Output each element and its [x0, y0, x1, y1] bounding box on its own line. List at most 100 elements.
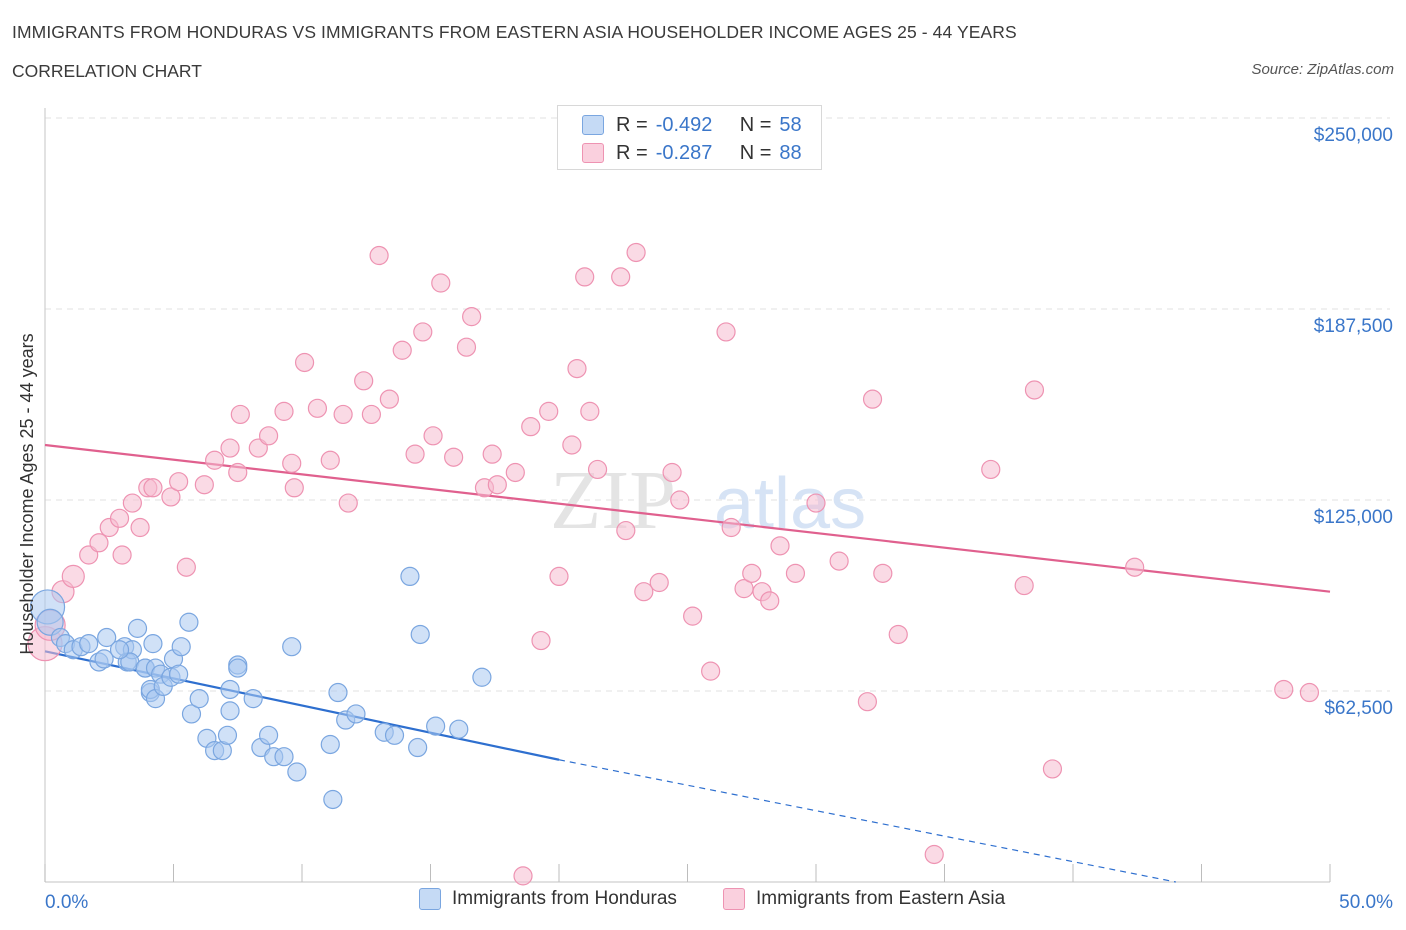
- eastern-asia-point: [562, 435, 582, 455]
- correlation-legend: R = -0.492 N = 58 R = -0.287 N = 88: [557, 105, 822, 170]
- eastern-asia-point: [431, 273, 451, 293]
- eastern-asia-point: [1024, 380, 1045, 400]
- eastern-asia-point: [1299, 682, 1320, 703]
- eastern-asia-point: [549, 566, 569, 587]
- eastern-asia-point: [716, 322, 736, 342]
- gridlines: [45, 117, 1390, 692]
- y-tick-label: $187,500: [1314, 316, 1393, 337]
- honduras-point: [94, 649, 114, 669]
- eastern-asia-point: [320, 450, 340, 470]
- eastern-asia-point: [284, 478, 304, 498]
- legend-row-honduras: R = -0.492 N = 58: [582, 113, 802, 137]
- honduras-point: [97, 627, 117, 648]
- honduras-point: [228, 658, 248, 678]
- eastern-asia-point: [760, 591, 780, 611]
- eastern-asia-point: [112, 545, 132, 565]
- honduras-point: [220, 701, 240, 721]
- eastern-asia-point: [333, 404, 353, 425]
- eastern-asia-point: [616, 520, 636, 541]
- eastern-asia-point: [487, 475, 507, 495]
- eastern-asia-point: [369, 245, 389, 266]
- honduras-point: [220, 679, 240, 700]
- honduras-point: [328, 682, 348, 703]
- x-tick-label: 50.0%: [1339, 892, 1393, 913]
- eastern-asia-point: [575, 267, 595, 287]
- honduras-point: [400, 566, 420, 587]
- blue-square-icon: [419, 888, 441, 910]
- honduras-point: [258, 725, 279, 745]
- honduras-point: [320, 734, 340, 755]
- eastern-asia-point: [354, 371, 374, 391]
- eastern-asia-point: [462, 307, 482, 327]
- eastern-asia-point: [307, 398, 328, 418]
- eastern-asia-point: [683, 606, 703, 626]
- eastern-asia-point: [924, 844, 944, 865]
- eastern-asia-point: [220, 438, 240, 458]
- eastern-asia-point: [531, 630, 551, 651]
- eastern-asia-point: [580, 401, 600, 421]
- eastern-asia-point: [413, 322, 433, 342]
- legend-n-value: 88: [779, 141, 802, 164]
- eastern-asia-point: [634, 582, 654, 602]
- data-points: [27, 242, 1320, 886]
- honduras-point: [127, 618, 148, 638]
- eastern-asia-point: [444, 447, 464, 467]
- axes: [44, 108, 1331, 883]
- legend-n-label: N =: [739, 113, 772, 136]
- axis-labels: $62,500 $125,000 $187,500 $250,000 0.0% 50.0%…: [17, 125, 1393, 913]
- eastern-asia-point: [873, 563, 893, 583]
- blue-swatch-icon: [582, 115, 604, 135]
- legend-n-label: N =: [739, 141, 772, 164]
- series-name: Immigrants from Eastern Asia: [756, 888, 1006, 909]
- honduras-point: [408, 737, 428, 758]
- eastern-asia-point: [482, 444, 502, 464]
- eastern-asia-point: [785, 563, 806, 583]
- honduras-point: [346, 704, 366, 724]
- eastern-asia-point: [857, 692, 878, 712]
- watermark-zip: ZIP: [550, 454, 676, 547]
- eastern-asia-point: [539, 401, 559, 421]
- eastern-asia-point: [721, 517, 741, 538]
- eastern-asia-point: [274, 401, 294, 421]
- eastern-asia-point: [587, 459, 608, 480]
- chart-subtitle: CORRELATION CHART: [12, 61, 202, 81]
- eastern-asia-point: [611, 267, 631, 287]
- honduras-point: [169, 664, 189, 684]
- eastern-asia-point: [205, 450, 225, 470]
- y-tick-label: $250,000: [1314, 125, 1393, 146]
- eastern-asia-point: [742, 563, 762, 583]
- eastern-asia-point: [521, 417, 541, 437]
- honduras-trend-extension: [558, 759, 1176, 883]
- legend-r-value: -0.287: [655, 141, 713, 164]
- series-legend-honduras[interactable]: Immigrants from Honduras: [419, 888, 677, 910]
- eastern-asia-point: [338, 493, 358, 513]
- eastern-asia-point: [361, 404, 381, 425]
- eastern-asia-point: [122, 493, 142, 513]
- honduras-point: [426, 716, 446, 736]
- eastern-asia-point: [194, 475, 214, 495]
- eastern-asia-point: [282, 453, 302, 473]
- eastern-asia-point: [130, 517, 150, 538]
- eastern-asia-point: [829, 551, 849, 571]
- eastern-asia-point: [701, 661, 721, 681]
- pink-swatch-icon: [582, 143, 604, 163]
- legend-r-label: R =: [616, 113, 648, 136]
- series-legend-eastern-asia[interactable]: Immigrants from Eastern Asia: [723, 888, 1005, 910]
- eastern-asia-point: [513, 866, 533, 886]
- eastern-asia-point: [670, 490, 690, 510]
- eastern-asia-point: [1042, 759, 1063, 779]
- legend-r-value: -0.492: [655, 113, 713, 136]
- eastern-asia-point: [1125, 557, 1145, 577]
- honduras-point: [472, 667, 492, 687]
- legend-n-value: 58: [779, 113, 802, 136]
- eastern-asia-point: [294, 352, 315, 373]
- eastern-asia-point: [649, 572, 669, 593]
- eastern-asia-point: [89, 533, 109, 553]
- honduras-point: [217, 725, 238, 745]
- source-credit: Source: ZipAtlas.com: [1251, 61, 1394, 78]
- eastern-asia-point: [662, 462, 682, 483]
- eastern-asia-point: [405, 444, 425, 464]
- eastern-asia-point: [228, 462, 248, 483]
- eastern-asia-point: [567, 358, 587, 379]
